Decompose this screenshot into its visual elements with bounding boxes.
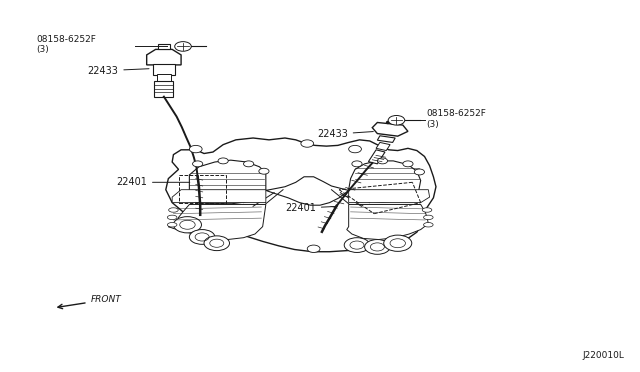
Text: 22401: 22401 [116, 177, 190, 187]
Circle shape [307, 245, 320, 253]
Polygon shape [372, 122, 408, 136]
Ellipse shape [168, 215, 177, 219]
Polygon shape [376, 142, 390, 151]
Text: FRONT: FRONT [58, 295, 122, 309]
Polygon shape [266, 177, 349, 205]
Ellipse shape [422, 208, 432, 212]
Circle shape [378, 158, 388, 164]
Text: 08158-6252F
(3): 08158-6252F (3) [426, 109, 486, 128]
Text: 22433: 22433 [317, 129, 373, 139]
Circle shape [204, 236, 230, 251]
Text: 08158-6252F
(3): 08158-6252F (3) [36, 35, 96, 54]
Ellipse shape [168, 222, 177, 227]
Circle shape [175, 42, 191, 51]
Text: 22433: 22433 [88, 66, 149, 76]
Circle shape [259, 168, 269, 174]
Bar [179, 175, 227, 203]
Polygon shape [172, 190, 266, 203]
Circle shape [352, 161, 362, 167]
Polygon shape [369, 150, 385, 164]
Circle shape [349, 145, 362, 153]
Ellipse shape [424, 215, 433, 219]
Circle shape [403, 161, 413, 167]
Circle shape [388, 115, 404, 125]
Circle shape [244, 161, 253, 167]
Circle shape [344, 238, 370, 253]
Polygon shape [147, 49, 181, 65]
Polygon shape [166, 138, 436, 252]
Circle shape [414, 169, 424, 175]
Circle shape [189, 230, 215, 244]
Ellipse shape [424, 222, 433, 227]
Bar [158, 44, 170, 49]
Circle shape [193, 161, 203, 167]
Bar [157, 74, 171, 82]
Circle shape [301, 140, 314, 147]
Text: 22401: 22401 [285, 203, 337, 213]
Circle shape [189, 145, 202, 153]
Text: J220010L: J220010L [582, 351, 625, 360]
Polygon shape [349, 161, 420, 202]
Polygon shape [168, 205, 266, 240]
Ellipse shape [169, 208, 178, 212]
Circle shape [173, 217, 202, 233]
Circle shape [384, 235, 412, 251]
Polygon shape [347, 205, 428, 240]
Polygon shape [349, 190, 429, 203]
Polygon shape [179, 160, 266, 204]
Polygon shape [378, 136, 395, 142]
Circle shape [365, 240, 390, 254]
Circle shape [218, 158, 228, 164]
Bar [154, 81, 173, 97]
Bar [153, 64, 175, 75]
